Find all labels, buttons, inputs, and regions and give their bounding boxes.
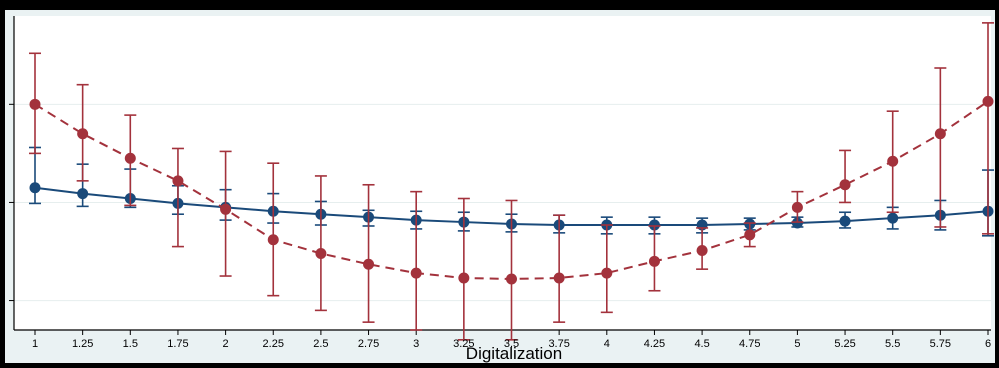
series-0-point-17 bbox=[839, 215, 851, 227]
series-layer bbox=[29, 22, 994, 341]
series-1-point-18 bbox=[887, 155, 899, 167]
x-tick-label-6: 2.5 bbox=[313, 338, 328, 350]
series-1-point-7 bbox=[363, 258, 375, 270]
series-1-point-2 bbox=[124, 152, 136, 164]
series-1-point-14 bbox=[696, 245, 708, 257]
x-tick-label-10: 3.5 bbox=[504, 338, 519, 350]
x-tick-label-13: 4.25 bbox=[644, 338, 665, 350]
series-1 bbox=[29, 22, 994, 341]
series-1-point-15 bbox=[744, 229, 756, 241]
x-tick-label-4: 2 bbox=[223, 338, 229, 350]
series-1-point-6 bbox=[315, 247, 327, 259]
series-0-point-0 bbox=[29, 182, 41, 194]
x-tick-label-14: 4.5 bbox=[694, 338, 709, 350]
series-0-point-16 bbox=[791, 217, 803, 229]
x-tick-labels: 1 1.25 1.5 1.75 2 2.25 2.5 2.75 3 3.25 3.5 3.75 4 4.2… bbox=[32, 338, 991, 350]
x-tick-label-15: 4.75 bbox=[739, 338, 760, 350]
x-axis-title: Digitalization bbox=[466, 344, 562, 363]
series-1-point-19 bbox=[934, 128, 946, 140]
series-1-point-11 bbox=[553, 272, 565, 284]
series-1-point-1 bbox=[77, 128, 89, 140]
x-tick-label-7: 2.75 bbox=[358, 338, 379, 350]
series-1-point-10 bbox=[506, 273, 517, 285]
x-tick-label-2: 1.5 bbox=[123, 338, 138, 350]
series-0-point-13 bbox=[648, 219, 660, 231]
x-tick-label-5: 2.25 bbox=[263, 338, 284, 350]
x-tick-label-20: 6 bbox=[985, 338, 991, 350]
x-tick-label-3: 1.75 bbox=[167, 338, 188, 350]
x-tick-label-0: 1 bbox=[32, 338, 38, 350]
series-1-point-9 bbox=[458, 272, 470, 284]
x-tick-label-11: 3.75 bbox=[548, 338, 569, 350]
series-1-point-4 bbox=[220, 203, 232, 215]
x-tick-label-17: 5.25 bbox=[834, 338, 855, 350]
x-tick-label-9: 3.25 bbox=[453, 338, 474, 350]
x-tick-label-8: 3 bbox=[413, 338, 419, 350]
series-0-point-1 bbox=[77, 188, 89, 200]
series-1-point-8 bbox=[410, 267, 422, 279]
series-1-point-12 bbox=[601, 267, 613, 279]
x-tick-label-1: 1.25 bbox=[72, 338, 93, 350]
series-1-point-17 bbox=[839, 179, 851, 191]
series-1-point-0 bbox=[29, 98, 41, 110]
series-1-point-16 bbox=[791, 201, 803, 213]
series-1-point-3 bbox=[172, 175, 184, 187]
x-tick-label-16: 5 bbox=[794, 338, 800, 350]
series-0-point-18 bbox=[887, 212, 899, 224]
series-1-point-13 bbox=[648, 255, 660, 267]
x-tick-label-19: 5.75 bbox=[930, 338, 951, 350]
series-1-point-20 bbox=[982, 95, 994, 107]
plot-background bbox=[14, 16, 991, 330]
grid-lines bbox=[14, 16, 991, 330]
x-tick-label-18: 5.5 bbox=[885, 338, 900, 350]
series-1-point-5 bbox=[267, 234, 279, 246]
x-tick-label-12: 4 bbox=[604, 338, 610, 350]
